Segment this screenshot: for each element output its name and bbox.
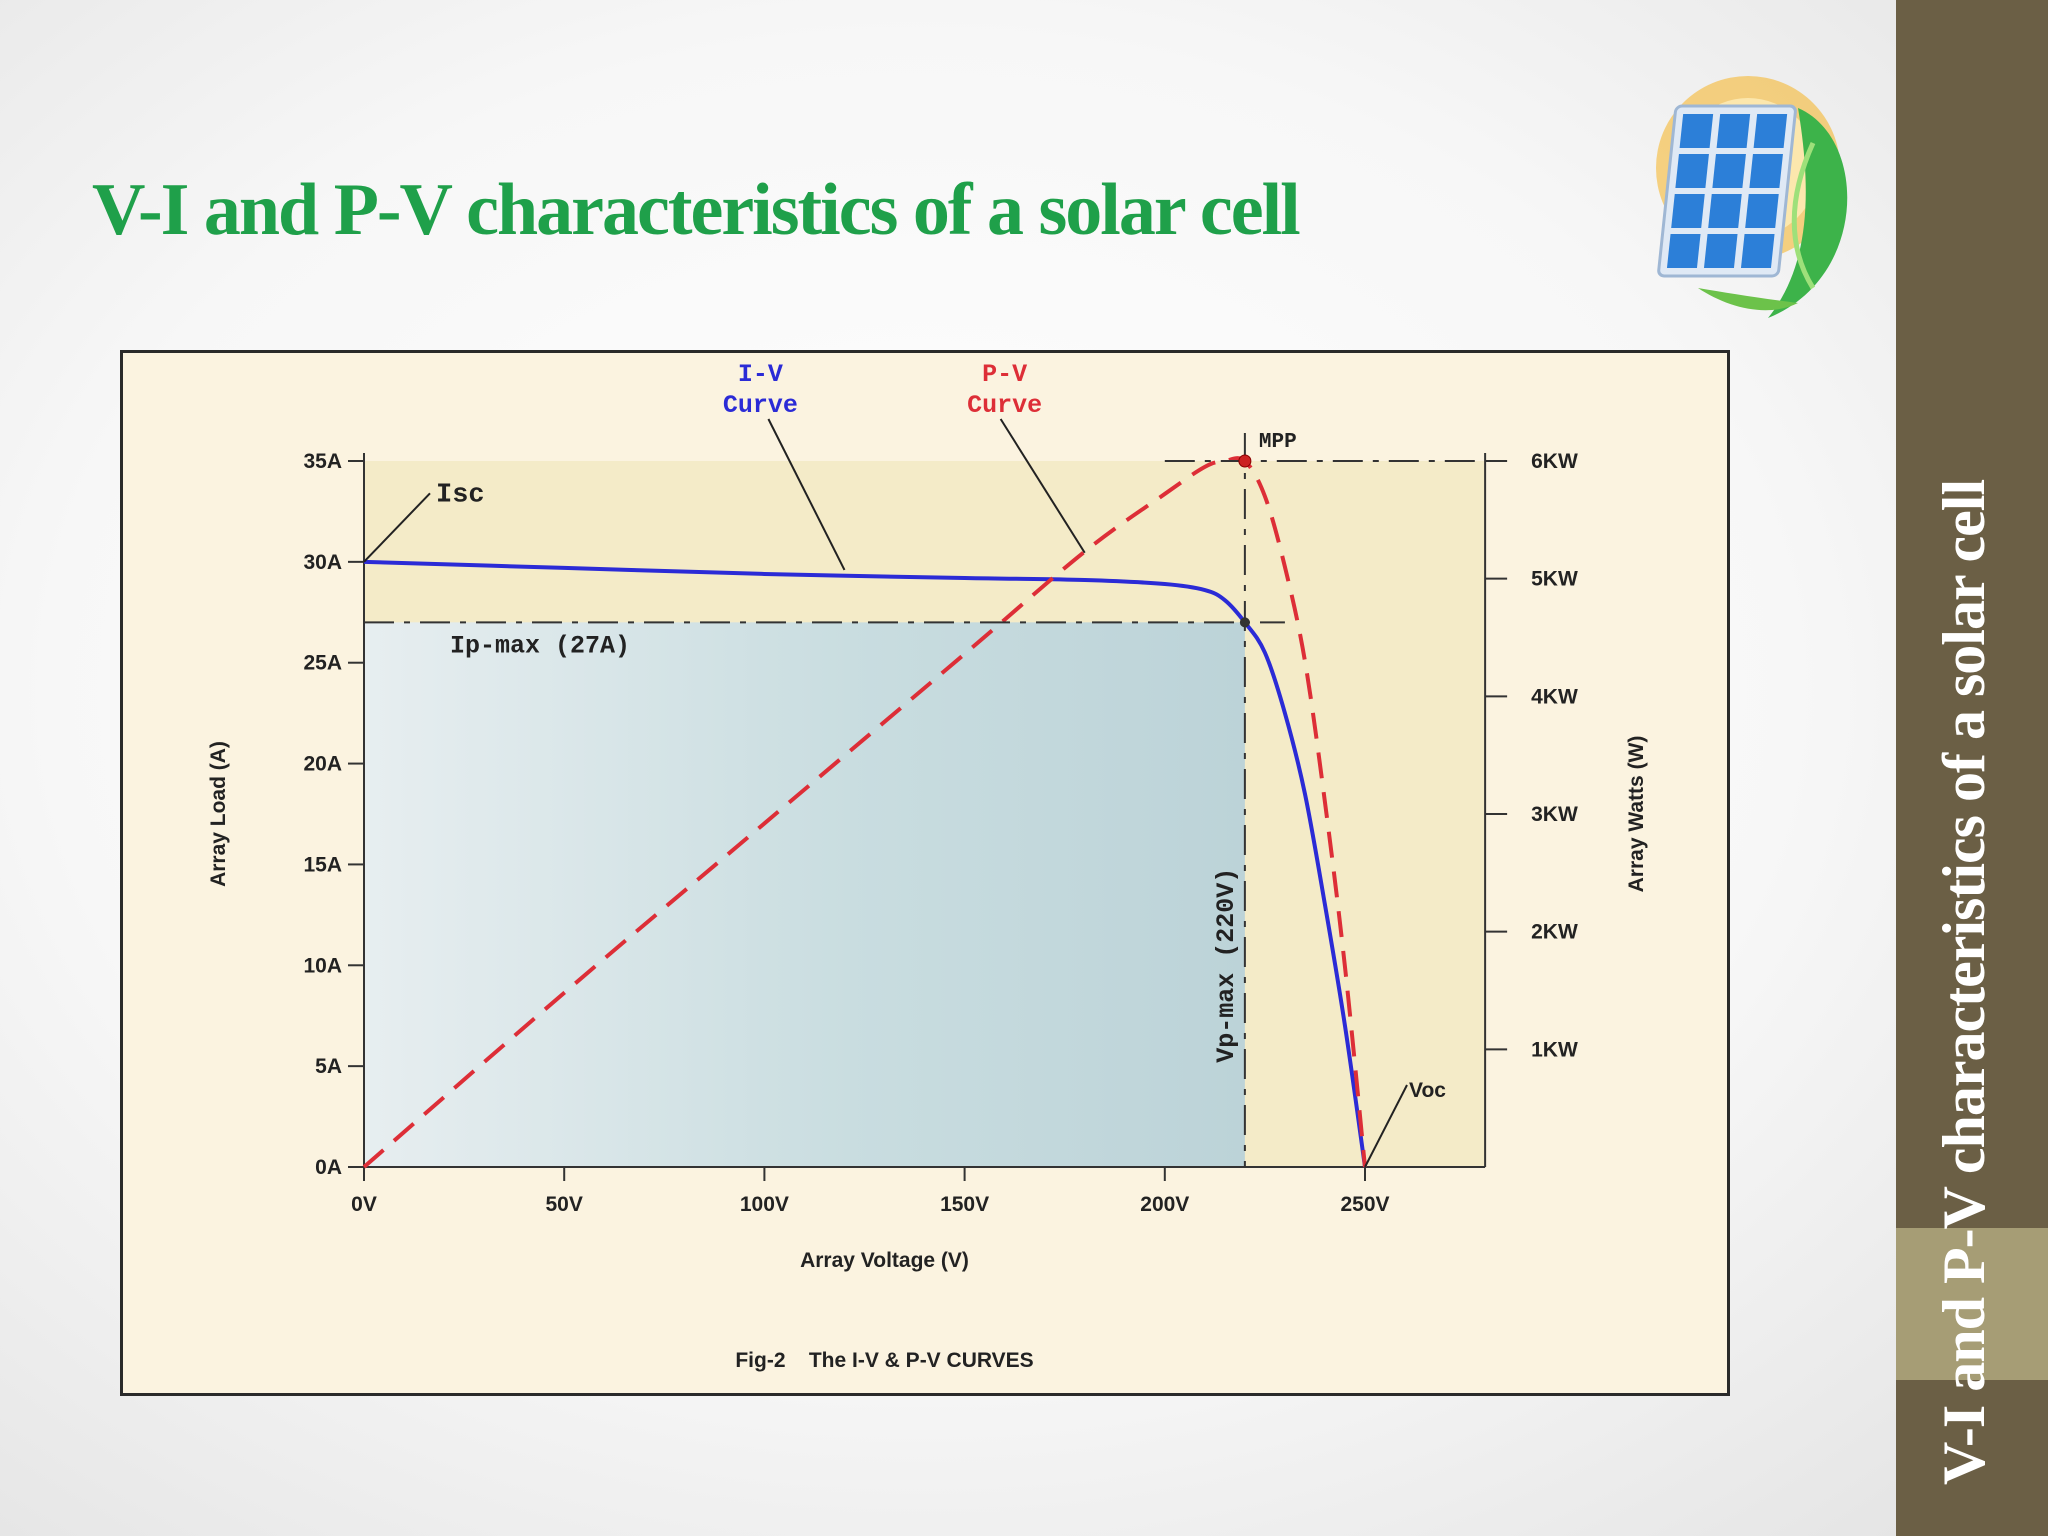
y-tick-label: 10A [303,954,342,977]
y2-tick-label: 3KW [1531,803,1578,826]
x-tick-label: 250V [1340,1193,1389,1216]
y-tick-label: 15A [303,853,342,876]
x-axis-label: Array Voltage (V) [800,1249,969,1272]
ip-vp-point [1239,617,1250,628]
isc-label: Isc [436,480,485,510]
y-tick-label: 20A [303,753,342,776]
mpp-label: MPP [1259,431,1297,454]
side-title: V-I and P-V characteristics of a solar c… [1931,479,1997,1485]
x-tick-label: 150V [940,1193,989,1216]
side-accent [1896,1228,2048,1380]
vp-max-label: Vp-max (220V) [1212,868,1241,1063]
iv-curve [363,559,1367,1168]
y-tick-label: 35A [303,450,342,473]
pv-curve-label: P-V Curve [967,360,1042,420]
chart-frame: 0A 5A 10A 15A 20A 25A 30A 35A 0V 50V 100V 150V 200V 2… [120,350,1730,1396]
y2-tick-label: 4KW [1531,685,1578,708]
solar-panel-leaf-icon [1638,48,1868,343]
voc-label: Voc [1409,1079,1446,1102]
iv-curve-label: I-V Curve [723,360,798,420]
x-tick-label: 100V [740,1193,789,1216]
y-tick-label: 5A [315,1055,342,1078]
max-power-area [364,622,1245,1167]
y2-axis-label: Array Watts (W) [1625,736,1648,893]
y-tick-label: 0A [315,1156,342,1179]
y2-tick-label: 5KW [1531,568,1578,591]
y-tick-label: 25A [303,652,342,675]
y2-tick-label: 2KW [1531,921,1578,944]
pv-curve [362,456,1367,1169]
pv-label-leader [999,418,1086,554]
y2-tick-label: 1KW [1531,1038,1578,1061]
figure-caption: Fig-2 The I-V & P-V CURVES [735,1349,1033,1372]
slide-title: V-I and P-V characteristics of a solar c… [92,169,1301,251]
isc-leader [363,492,431,563]
ip-max-label: Ip-max (27A) [450,631,630,660]
chart: 0A 5A 10A 15A 20A 25A 30A 35A 0V 50V 100V 150V 200V 2… [207,360,1648,1372]
y-tick-label: 30A [303,551,342,574]
voc-leader [1364,1084,1408,1168]
y-axis-label: Array Load (A) [207,741,230,887]
x-tick-label: 50V [546,1193,583,1216]
y2-tick-label: 6KW [1531,450,1578,473]
x-tick-label: 200V [1140,1193,1189,1216]
iv-label-leader [767,418,846,571]
x-tick-label: 0V [351,1193,377,1216]
mpp-point [1238,454,1252,468]
